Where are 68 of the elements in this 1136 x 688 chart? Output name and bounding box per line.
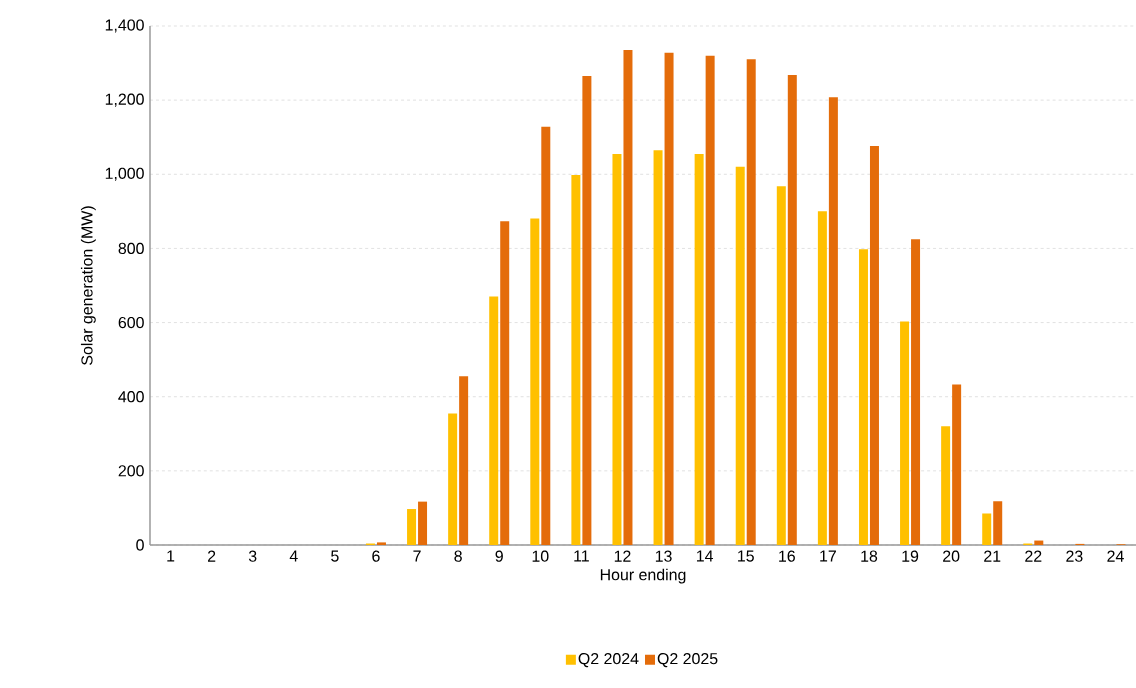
legend-label: Q2 2024 <box>578 652 639 668</box>
bar <box>817 211 827 545</box>
x-tick-label: 19 <box>902 550 919 562</box>
x-tick-label: 14 <box>696 550 714 562</box>
bar <box>858 249 868 545</box>
bar <box>407 509 417 545</box>
x-tick-label: 12 <box>614 550 631 562</box>
bar <box>941 426 951 545</box>
x-tick-label: 11 <box>574 550 589 562</box>
y-tick-label: 1,000 <box>105 167 144 181</box>
x-tick-label: 20 <box>943 550 960 562</box>
y-axis-title: Solar generation (MW) <box>80 206 96 365</box>
y-tick-label: 0 <box>136 539 144 551</box>
bar <box>735 166 745 545</box>
x-tick-label: 10 <box>532 550 549 562</box>
x-tick-label: 8 <box>454 550 462 562</box>
x-tick-label: 9 <box>495 550 503 562</box>
x-tick-label: 4 <box>289 550 298 562</box>
y-tick-label: 200 <box>118 465 144 477</box>
x-tick-label: 18 <box>861 550 878 562</box>
y-tick-label: 800 <box>118 242 144 255</box>
bar <box>828 97 838 545</box>
bar <box>459 376 469 545</box>
x-tick-label: 23 <box>1066 550 1083 562</box>
y-tick-label: 1,400 <box>105 19 144 33</box>
bar <box>1034 540 1044 545</box>
y-tick-label: 400 <box>118 391 144 403</box>
bar <box>993 501 1003 545</box>
bar <box>653 150 663 545</box>
bar <box>571 175 581 545</box>
bar <box>541 126 551 545</box>
bar <box>664 52 674 545</box>
bar <box>418 501 428 545</box>
bar <box>869 146 879 545</box>
bar <box>612 153 622 545</box>
x-tick-label: 3 <box>248 550 257 562</box>
bar <box>694 153 704 545</box>
y-tick-label: 600 <box>118 316 144 329</box>
bar <box>911 239 921 545</box>
x-tick-label: 1 <box>167 550 175 562</box>
x-tick-label: 24 <box>1107 550 1124 562</box>
x-tick-label: 16 <box>779 550 795 562</box>
x-tick-label: 22 <box>1025 550 1042 562</box>
bar <box>376 542 386 545</box>
legend-label: Q2 2025 <box>657 652 718 668</box>
bar <box>787 74 797 545</box>
bar <box>982 513 992 545</box>
bar <box>500 221 510 545</box>
bar <box>448 413 458 545</box>
bar <box>900 321 910 545</box>
x-tick-label: 13 <box>655 550 672 562</box>
bar <box>746 59 756 545</box>
bar <box>623 50 633 545</box>
bar <box>582 76 592 545</box>
bar <box>705 55 715 545</box>
x-tick-label: 6 <box>372 550 380 562</box>
x-tick-label: 21 <box>984 550 1001 562</box>
y-tick-label: 1,200 <box>105 93 144 107</box>
x-tick-label: 2 <box>207 550 216 562</box>
x-tick-label: 5 <box>331 550 339 562</box>
bar <box>776 186 786 545</box>
bar <box>952 384 962 545</box>
x-tick-label: 15 <box>738 550 754 562</box>
x-tick-label: 17 <box>820 550 836 562</box>
bar <box>530 218 540 545</box>
x-axis-title: Hour ending <box>600 568 686 584</box>
x-tick-label: 7 <box>413 550 421 562</box>
bar <box>489 296 499 545</box>
